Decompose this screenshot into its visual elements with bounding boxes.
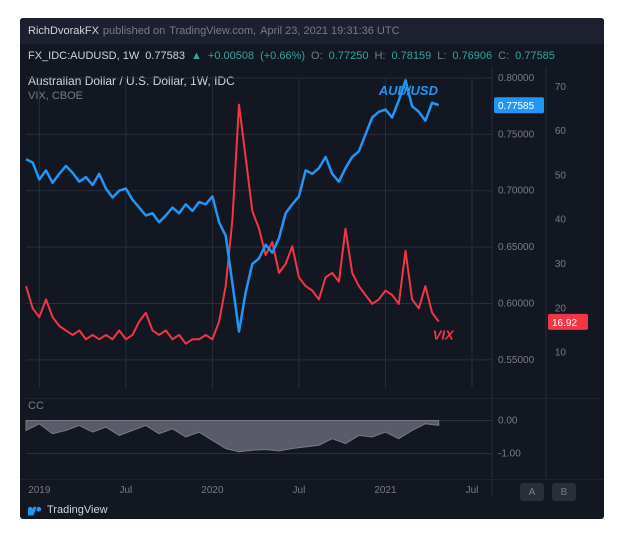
- svg-text:0.60000: 0.60000: [498, 298, 535, 309]
- svg-text:AUD/USD: AUD/USD: [378, 83, 439, 98]
- correlation-panel[interactable]: CC 0.00 -1.00: [20, 398, 604, 478]
- svg-text:16.92: 16.92: [552, 318, 577, 329]
- symbol: FX_IDC:AUDUSD, 1W: [28, 50, 139, 62]
- svg-text:30: 30: [555, 259, 567, 270]
- author-name: RichDvorakFX: [28, 25, 99, 37]
- svg-text:40: 40: [555, 215, 567, 226]
- svg-text:0.00: 0.00: [498, 416, 518, 427]
- svg-text:0.80000: 0.80000: [498, 73, 535, 84]
- svg-text:-1.00: -1.00: [498, 449, 521, 460]
- pub-text: published on: [103, 25, 165, 37]
- last-price: 0.77583: [145, 50, 185, 62]
- svg-text:70: 70: [555, 82, 567, 93]
- svg-text:10: 10: [555, 348, 567, 359]
- svg-text:60: 60: [555, 126, 567, 137]
- up-arrow-icon: ▲: [191, 50, 202, 62]
- ohlc-o: 0.77250: [329, 50, 369, 62]
- svg-text:20: 20: [555, 303, 567, 314]
- button-a[interactable]: A: [520, 483, 544, 501]
- change-abs: +0.00508: [208, 50, 254, 62]
- tradingview-logo[interactable]: TradingView: [28, 503, 108, 517]
- chart-container: RichDvorakFX published on TradingView.co…: [20, 18, 604, 519]
- site-name: TradingView.com,: [169, 25, 256, 37]
- svg-text:2021: 2021: [374, 485, 397, 496]
- svg-text:0.77585: 0.77585: [498, 101, 535, 112]
- ohlc-h: 0.78159: [391, 50, 431, 62]
- cc-label: CC: [28, 400, 44, 412]
- change-pct: (+0.66%): [260, 50, 305, 62]
- ohlc-l: 0.76906: [452, 50, 492, 62]
- svg-text:0.75000: 0.75000: [498, 129, 535, 140]
- svg-text:0.70000: 0.70000: [498, 186, 535, 197]
- pub-date: April 23, 2021 19:31:36 UTC: [260, 25, 399, 37]
- main-plot[interactable]: 0.80000 0.75000 0.70000 0.65000 0.60000 0.550…: [20, 68, 604, 398]
- svg-text:50: 50: [555, 170, 567, 181]
- svg-text:Jul: Jul: [466, 485, 479, 496]
- svg-text:2019: 2019: [28, 485, 51, 496]
- button-b[interactable]: B: [552, 483, 576, 501]
- ohlc-c: 0.77585: [515, 50, 555, 62]
- info-bar: FX_IDC:AUDUSD, 1W 0.77583 ▲ +0.00508 (+0…: [20, 44, 604, 68]
- svg-text:0.55000: 0.55000: [498, 355, 535, 366]
- svg-text:Jul: Jul: [119, 485, 132, 496]
- tradingview-text: TradingView: [47, 504, 108, 516]
- svg-text:0.65000: 0.65000: [498, 242, 535, 253]
- tradingview-icon: [28, 503, 42, 517]
- svg-text:VIX: VIX: [433, 328, 455, 343]
- svg-text:2020: 2020: [201, 485, 224, 496]
- time-axis: 2019 Jul 2020 Jul 2021 Jul A B TradingView: [20, 479, 604, 519]
- publish-bar: RichDvorakFX published on TradingView.co…: [20, 18, 604, 44]
- svg-text:Jul: Jul: [293, 485, 306, 496]
